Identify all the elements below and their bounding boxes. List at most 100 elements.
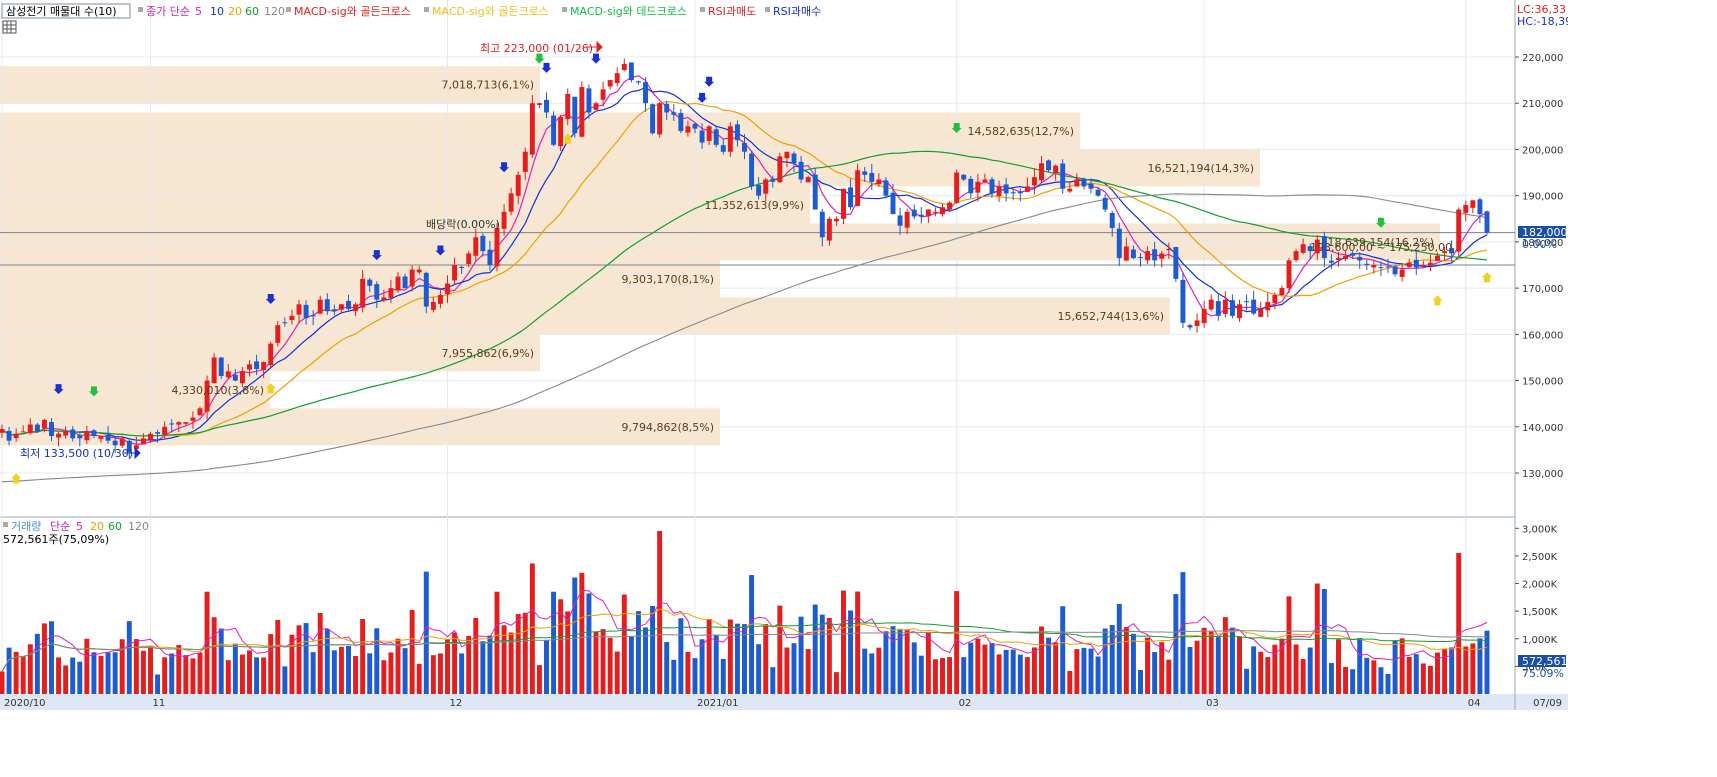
candle-body [1244, 301, 1250, 303]
price-tick-label: 210,000 [1522, 99, 1563, 110]
current-volume-tag: 572,561 75.09% [1518, 655, 1568, 680]
current-price-tag: 182,000 0.00% [1518, 226, 1568, 251]
volume-bar [1166, 659, 1172, 694]
candle-body [996, 186, 1002, 196]
volume-bar [6, 647, 12, 694]
volume-bar [1088, 648, 1094, 694]
volume-bar [855, 591, 861, 694]
price-tick-label: 220,000 [1522, 53, 1563, 64]
candle-body [190, 417, 196, 421]
volume-bar [1067, 670, 1073, 694]
volume-profile-label: 16,521,194(14,3%) [1147, 162, 1254, 175]
candle-body [784, 151, 790, 159]
candle-body [437, 295, 443, 304]
candle-body [1003, 184, 1009, 194]
low-annotation: 최저 133,500 (10/30) [20, 447, 133, 460]
volume-bar [27, 644, 33, 694]
candle-body [1031, 177, 1037, 186]
volume-bar [140, 650, 146, 694]
candle-body [961, 174, 967, 180]
candle-body [126, 440, 132, 453]
candle-body [56, 433, 62, 438]
candle-body [239, 371, 245, 384]
candle-body [1307, 246, 1313, 252]
volume-bar [1102, 628, 1108, 694]
candle-body [1039, 163, 1044, 181]
lc-value: LC:36,33 [1517, 3, 1566, 16]
volume-bar [685, 652, 691, 694]
volume-bar [1109, 625, 1115, 694]
signal-5: RSI과매수 [773, 5, 821, 18]
candle-body [1010, 192, 1016, 194]
volume-bar [1435, 652, 1440, 694]
signal-arrow-down-icon [697, 92, 708, 103]
volume-bar [204, 591, 210, 694]
volume-bar [437, 653, 443, 694]
volume-bar [544, 639, 549, 694]
candle-body [254, 361, 260, 370]
candle-body [20, 431, 26, 433]
volume-bar [777, 605, 783, 694]
candles [0, 58, 1490, 460]
price-tick-label: 190,000 [1522, 192, 1563, 203]
volume-bar [1046, 637, 1052, 694]
volume-bar [126, 621, 132, 694]
volume-bar [1279, 638, 1285, 694]
current-price-value: 182,000 [1522, 226, 1568, 239]
volume-tick-label: 3,000K [1522, 524, 1558, 535]
candle-body [1449, 248, 1455, 254]
candle-body [1470, 200, 1476, 208]
table-icon-grid [3, 21, 16, 33]
volume-bar [1159, 642, 1165, 694]
volume-bar [1378, 667, 1384, 694]
low-arrow-icon [124, 446, 141, 460]
signal-arrow-down-icon [53, 384, 64, 395]
candle-body [1286, 260, 1292, 289]
volume-bar [1321, 589, 1327, 694]
candle-body [968, 178, 974, 194]
volume-bar [331, 650, 337, 694]
candle-body [975, 181, 981, 193]
stock-chart[interactable]: 7,018,713(6,1%) 14,582,635(12,7%) 16,521,1… [0, 0, 1568, 710]
candle-body [947, 202, 953, 210]
price-tick-label: 140,000 [1522, 423, 1563, 434]
volume-bar [876, 647, 882, 694]
volume-bar [1194, 640, 1200, 694]
volume-bar [1328, 663, 1334, 694]
legend-marker [562, 7, 567, 12]
candle-body [49, 422, 54, 437]
volume-bar [558, 599, 564, 694]
candle-body [791, 153, 797, 164]
candle-body [1463, 204, 1469, 213]
volume-tick-label: 500K [1522, 662, 1548, 673]
volume-bar [34, 633, 40, 694]
candle-body [409, 269, 415, 287]
candle-body [897, 215, 903, 226]
volume-bar [961, 657, 967, 694]
candle-body [932, 211, 938, 213]
table-icon[interactable] [2, 20, 17, 34]
volume-bar [989, 643, 995, 694]
candle-body [862, 171, 868, 175]
candle-body [657, 103, 663, 135]
volume-bar [1215, 637, 1221, 694]
volume-bar [883, 631, 889, 694]
volume-bar [890, 626, 896, 694]
volume-bar [869, 653, 875, 694]
volume-profile-band [0, 149, 1260, 187]
stock-label-box[interactable] [1, 3, 131, 19]
volume-bar [346, 646, 351, 694]
candle-body [423, 272, 429, 307]
candle-body [275, 325, 281, 343]
volume-bar [77, 661, 83, 694]
ma-period-20: 20 [228, 5, 242, 18]
signal-arrow-up-icon [11, 473, 22, 484]
volume-bar [1138, 670, 1143, 694]
volume-bar [1463, 646, 1469, 694]
candle-body [1109, 212, 1115, 229]
volume-bar [374, 628, 380, 694]
volume-bar [162, 657, 168, 694]
candle-body [1152, 249, 1158, 261]
candle-body [1364, 263, 1370, 265]
volume-bar [1003, 649, 1009, 694]
